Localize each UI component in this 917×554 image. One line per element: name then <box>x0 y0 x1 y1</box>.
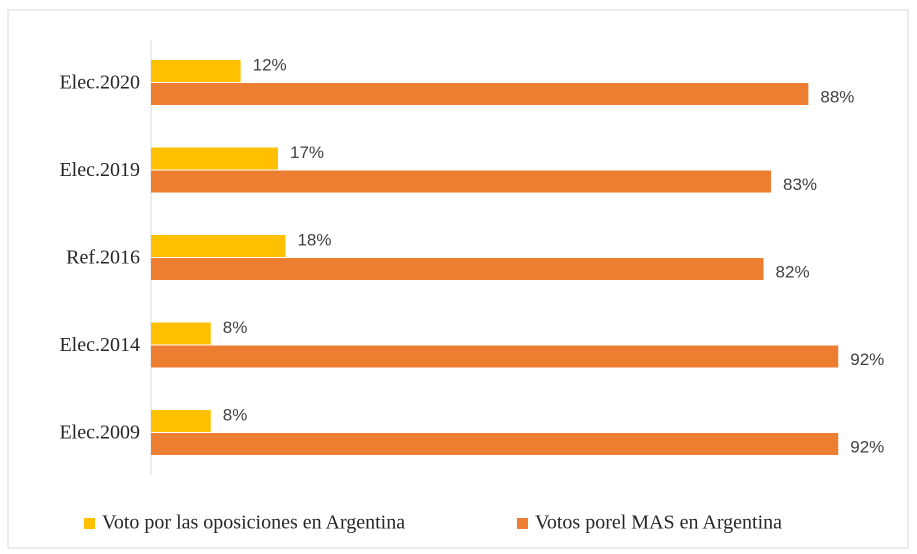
bar <box>151 433 839 455</box>
bar <box>151 83 809 105</box>
category-label: Ref.2016 <box>66 247 140 269</box>
legend-swatch <box>517 518 528 529</box>
bar <box>151 147 278 170</box>
category-label: Elec.2020 <box>59 72 140 94</box>
category-label: Elec.2009 <box>59 422 140 444</box>
bar <box>151 410 211 432</box>
bar <box>151 322 211 345</box>
data-label: 18% <box>297 230 331 249</box>
data-label: 12% <box>253 55 287 74</box>
legend-label: Votos porel MAS en Argentina <box>535 512 782 534</box>
data-label: 8% <box>223 405 248 424</box>
category-label: Elec.2014 <box>59 334 140 356</box>
data-label: 88% <box>820 87 854 106</box>
data-label: 82% <box>776 262 810 281</box>
bar <box>151 170 772 193</box>
legend-label: Voto por las oposiciones en Argentina <box>102 512 405 534</box>
data-label: 17% <box>290 143 324 162</box>
data-label: 92% <box>850 437 884 456</box>
legend-swatch <box>84 518 95 529</box>
data-label: 92% <box>850 350 884 369</box>
bar <box>151 345 839 368</box>
data-label: 83% <box>783 175 817 194</box>
bar <box>151 60 241 82</box>
category-label: Elec.2019 <box>59 159 140 181</box>
bar <box>151 235 286 257</box>
data-label: 8% <box>223 318 248 337</box>
bar <box>151 258 764 280</box>
